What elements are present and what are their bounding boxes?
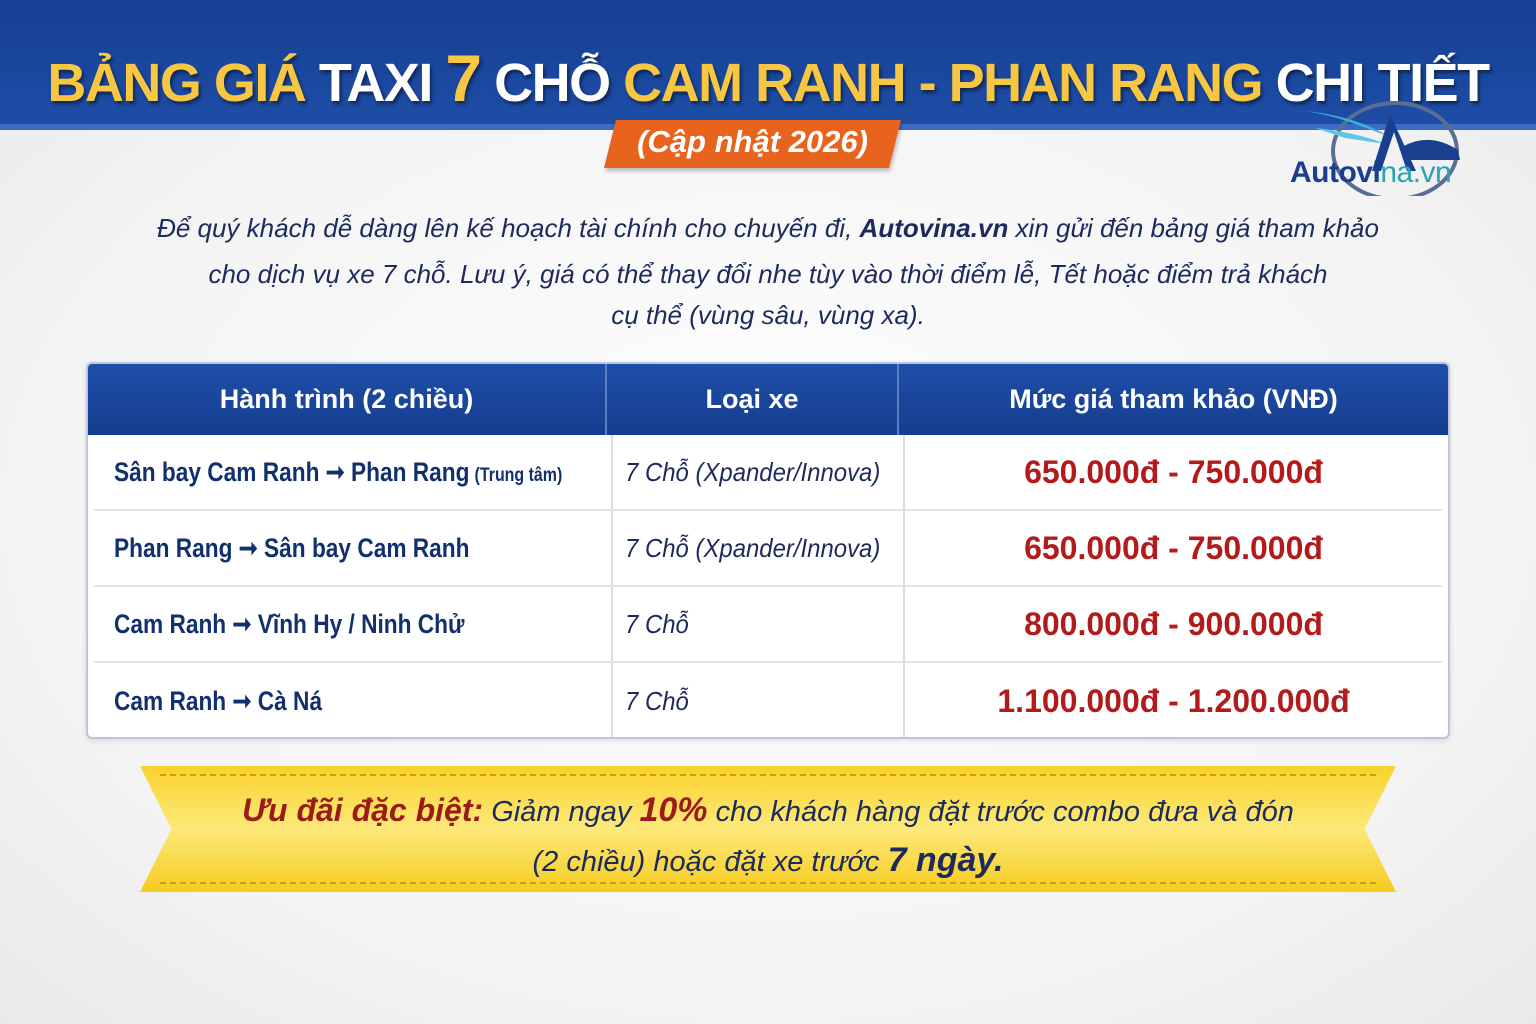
car-text: 7 Chỗ (Xpander/Innova) (625, 532, 881, 563)
promo-label: Ưu đãi đặc biệt: (242, 792, 484, 828)
intro-line: cụ thể (vùng sâu, vùng xa). (611, 300, 925, 330)
route-cell: Sân bay Cam Ranh ➞ Phan Rang (Trung tâm) (94, 435, 613, 509)
title-part: 7 (445, 41, 482, 115)
route-wrap: Sân bay Cam Ranh ➞ Phan Rang (Trung tâm) (114, 457, 562, 488)
brand-name: Autovina.vn (859, 213, 1009, 243)
price-cell: 1.100.000đ - 1.200.000đ (997, 682, 1350, 719)
car-text: 7 Chỗ (Xpander/Innova) (625, 456, 881, 487)
car-text: 7 Chỗ (625, 608, 689, 639)
car-cell: 7 Chỗ (613, 587, 905, 661)
promo-text-part: cho khách hàng đặt trước combo đưa và đó… (707, 796, 1294, 828)
title-part: CHỖ (494, 53, 611, 113)
route-note: (Trung tâm) (474, 464, 563, 486)
intro-paragraph: Để quý khách dễ dàng lên kế hoạch tài ch… (120, 205, 1416, 333)
table-row: Cam Ranh ➞ Cà Ná 7 Chỗ 1.100.000đ - 1.20… (94, 663, 1442, 737)
table-row: Sân bay Cam Ranh ➞ Phan Rang (Trung tâm) … (94, 435, 1442, 511)
table-header: Hành trình (2 chiều) Loại xe Mức giá tha… (88, 364, 1448, 435)
price-table: Hành trình (2 chiều) Loại xe Mức giá tha… (86, 362, 1450, 739)
title-part: BẢNG GIÁ (47, 53, 307, 113)
table-row: Phan Rang ➞ Sân bay Cam Ranh 7 Chỗ (Xpan… (94, 511, 1442, 587)
page-title: BẢNG GIÁ TAXI 7 CHỖ CAM RANH - PHAN RANG… (0, 40, 1536, 116)
route-text: Phan Rang ➞ Sân bay Cam Ranh (114, 532, 470, 563)
route-wrap: Phan Rang ➞ Sân bay Cam Ranh (114, 533, 475, 564)
car-cell: 7 Chỗ (613, 663, 905, 737)
car-cell: 7 Chỗ (Xpander/Innova) (613, 435, 905, 509)
route-text: Sân bay Cam Ranh ➞ Phan Rang (114, 456, 470, 487)
route-cell: Cam Ranh ➞ Cà Ná (94, 663, 613, 737)
intro-line: cho dịch vụ xe 7 chỗ. Lưu ý, giá có thể … (208, 259, 1328, 289)
promo-discount: 10% (639, 791, 708, 829)
table-row: Cam Ranh ➞ Vĩnh Hy / Ninh Chử 7 Chỗ 800.… (94, 587, 1442, 663)
price-cell: 650.000đ - 750.000đ (1024, 529, 1323, 566)
car-text: 7 Chỗ (625, 685, 689, 716)
title-part: CAM RANH - PHAN RANG (623, 53, 1263, 113)
promo-days: 7 ngày. (887, 841, 1004, 879)
price-cell: 800.000đ - 900.000đ (1024, 605, 1323, 642)
route-cell: Cam Ranh ➞ Vĩnh Hy / Ninh Chử (94, 587, 613, 661)
autovina-logo-icon (1305, 101, 1460, 196)
autovina-logo-text: Autovina.vn (1290, 156, 1452, 190)
intro-text: xin gửi đến bảng giá tham khảo (1008, 213, 1379, 243)
promo-text-part: (2 chiều) hoặc đặt xe trước (532, 846, 888, 878)
logo-text-main: Autovi (1290, 156, 1381, 189)
route-wrap: Cam Ranh ➞ Vĩnh Hy / Ninh Chử (114, 609, 469, 640)
logo-text-accent: na.vn (1380, 156, 1452, 189)
price-cell: 650.000đ - 750.000đ (1024, 453, 1323, 490)
route-text: Cam Ranh ➞ Vĩnh Hy / Ninh Chử (114, 608, 465, 639)
intro-text: Để quý khách dễ dàng lên kế hoạch tài ch… (157, 213, 860, 243)
title-part: TAXI (318, 53, 434, 113)
intro-line: Để quý khách dễ dàng lên kế hoạch tài ch… (120, 205, 1416, 251)
column-header-car: Loại xe (607, 364, 899, 435)
car-cell: 7 Chỗ (Xpander/Innova) (613, 511, 905, 585)
update-badge-text: (Cập nhật 2026) (637, 124, 868, 159)
route-cell: Phan Rang ➞ Sân bay Cam Ranh (94, 511, 613, 585)
promo-banner (140, 766, 1396, 892)
route-text: Cam Ranh ➞ Cà Ná (114, 685, 323, 716)
promo-text-part: Giảm ngay (483, 796, 640, 828)
column-header-price: Mức giá tham khảo (VNĐ) (1009, 384, 1338, 414)
route-wrap: Cam Ranh ➞ Cà Ná (114, 686, 327, 717)
promo-text: Ưu đãi đặc biệt: Giảm ngay 10% cho khách… (140, 786, 1396, 886)
column-header-route: Hành trình (2 chiều) (88, 364, 607, 435)
